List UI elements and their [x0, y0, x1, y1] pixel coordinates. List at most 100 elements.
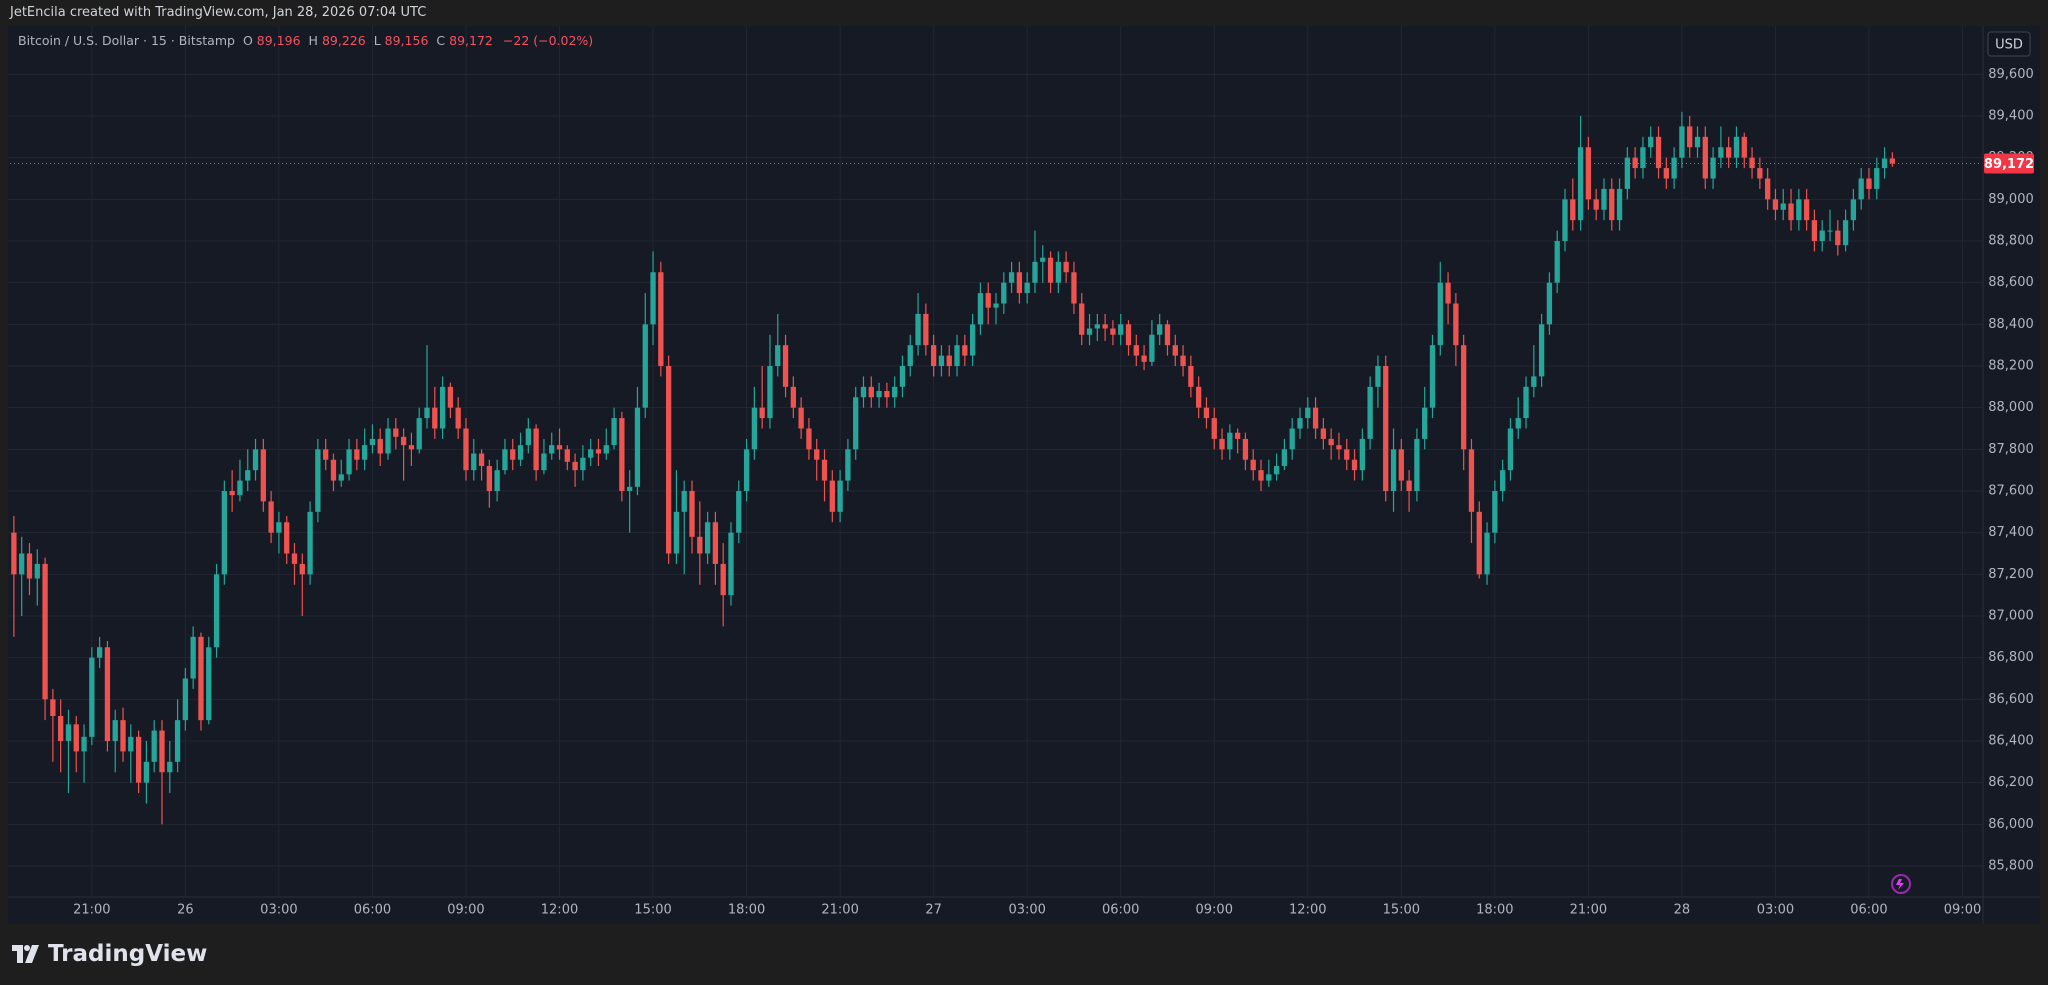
candle-body — [1164, 324, 1171, 346]
candle-body — [159, 730, 165, 773]
candle-body — [471, 453, 477, 471]
candle-body — [549, 445, 555, 454]
candle-body — [923, 313, 929, 346]
candle-body — [198, 636, 204, 721]
tv-logo — [12, 945, 39, 963]
candle-body — [104, 647, 111, 741]
candle-body — [1765, 178, 1771, 200]
candle-body — [478, 453, 485, 466]
candle-body — [260, 449, 266, 502]
candle-body — [1383, 366, 1389, 491]
candle-body — [1889, 158, 1896, 164]
candle-body — [1476, 511, 1482, 575]
legend-value: 89,156 — [384, 33, 429, 48]
candle-body — [42, 563, 48, 700]
last-price-box — [1984, 153, 2034, 174]
candle-body — [860, 386, 867, 398]
candle-body — [619, 418, 625, 491]
candle-body — [1663, 168, 1669, 179]
candle-body — [1523, 386, 1529, 419]
candle-body — [354, 449, 360, 460]
candle-body — [1819, 230, 1825, 241]
y-tick-label: 89,000 — [1988, 192, 2034, 207]
candle-body — [627, 486, 633, 491]
candle-body — [494, 470, 500, 491]
y-tick-label: 88,800 — [1988, 234, 2034, 249]
x-tick-label: 09:00 — [1944, 903, 1981, 918]
x-tick-label: 15:00 — [1383, 903, 1420, 918]
candle-body — [1437, 282, 1443, 346]
candle-body — [1546, 282, 1553, 325]
candle-body — [182, 678, 189, 721]
x-tick-label: 06:00 — [1850, 903, 1887, 918]
candle-body — [408, 445, 415, 450]
candle-body — [1016, 272, 1023, 294]
candle-body — [1406, 480, 1412, 491]
candle-body — [1351, 459, 1358, 471]
candle-body — [1453, 303, 1459, 346]
candle-body — [245, 470, 251, 481]
candle-body — [1429, 345, 1436, 408]
candle-body — [681, 491, 687, 512]
x-tick-label: 06:00 — [1102, 903, 1139, 918]
candle-body — [65, 724, 72, 741]
candle-body — [821, 459, 828, 481]
candle-body — [1492, 491, 1498, 533]
candle-body — [751, 407, 758, 450]
candle-body — [1180, 355, 1186, 366]
candle-body — [1866, 178, 1872, 189]
candle-body — [1881, 158, 1888, 169]
candle-body — [876, 391, 882, 398]
y-tick-label: 88,600 — [1988, 275, 2034, 290]
candle-body — [759, 407, 765, 419]
x-tick-label: 27 — [925, 903, 942, 918]
y-tick-label: 85,800 — [1988, 859, 2034, 874]
candle-body — [439, 386, 446, 429]
candle-body — [1047, 257, 1054, 283]
candle-body — [447, 386, 454, 408]
candle-body — [1858, 178, 1864, 200]
candle-body — [377, 438, 383, 454]
candle-body — [1305, 407, 1311, 419]
candle-body — [1001, 282, 1007, 304]
candle-body — [26, 553, 33, 579]
x-tick-label: 21:00 — [1570, 903, 1607, 918]
candle-body — [81, 736, 87, 752]
x-tick-label: 06:00 — [354, 903, 391, 918]
candle-body — [525, 428, 531, 446]
x-tick-label: 18:00 — [728, 903, 765, 918]
candle-body — [517, 445, 524, 460]
candle-body — [369, 438, 376, 446]
candle-body — [736, 491, 742, 533]
candle-body — [58, 716, 64, 741]
candle-body — [1422, 407, 1428, 439]
candle-body — [1499, 470, 1506, 491]
candle-body — [1648, 136, 1654, 148]
candle-body — [89, 657, 95, 737]
candle-body — [611, 418, 617, 446]
candle-body — [252, 449, 259, 471]
candle-body — [704, 522, 711, 554]
candle-body — [1336, 445, 1342, 450]
y-tick-label: 88,400 — [1988, 317, 2034, 332]
candle-body — [564, 449, 570, 462]
candle-body — [73, 724, 79, 752]
candle-body — [1094, 324, 1100, 329]
candle-body — [1484, 532, 1490, 575]
x-tick-label: 03:00 — [260, 903, 297, 918]
candle-body — [1414, 438, 1420, 491]
x-tick-label: 21:00 — [73, 903, 110, 918]
candle-body — [1258, 470, 1264, 481]
candle-body — [938, 355, 945, 366]
candle-body — [221, 491, 227, 575]
candle-body — [993, 303, 999, 308]
candle-body — [1273, 466, 1280, 475]
candle-body — [572, 461, 578, 471]
candle-body — [954, 345, 960, 366]
candle-body — [595, 449, 602, 454]
legend-key: L — [373, 33, 381, 48]
candle-body — [1320, 428, 1327, 439]
candle-body — [1616, 188, 1623, 221]
candle-body — [213, 574, 220, 648]
candle-body — [1086, 328, 1093, 335]
